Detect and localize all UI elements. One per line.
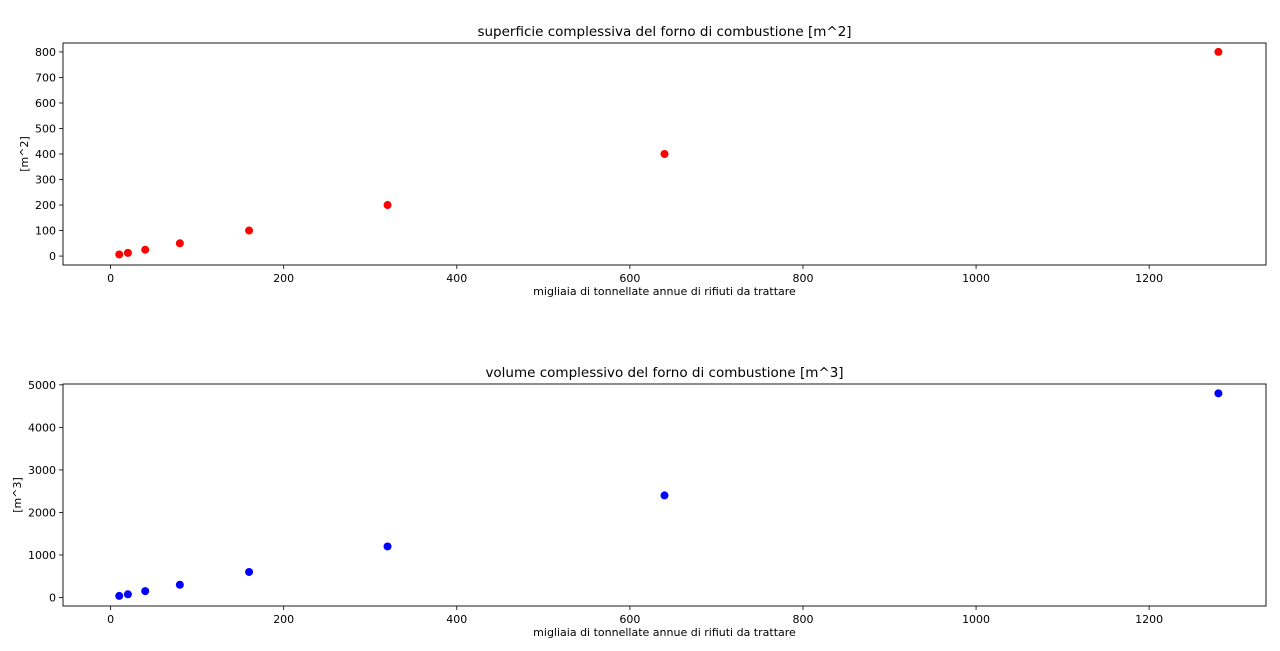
x-tick-label: 1200 <box>1135 613 1163 626</box>
data-point <box>245 567 254 576</box>
x-tick-label: 200 <box>273 272 294 285</box>
x-tick-label: 1000 <box>962 272 990 285</box>
data-point <box>123 590 132 599</box>
y-tick-label: 5000 <box>28 379 56 392</box>
x-tick-label: 600 <box>619 272 640 285</box>
y-tick-label: 1000 <box>28 549 56 562</box>
data-point <box>245 226 254 235</box>
y-tick-label: 2000 <box>28 506 56 519</box>
x-tick-label: 1000 <box>962 613 990 626</box>
y-tick-label: 0 <box>49 250 56 263</box>
data-point <box>175 239 184 248</box>
data-point <box>383 201 392 210</box>
data-point <box>141 245 150 254</box>
y-axis-label: [m^2] <box>18 136 31 172</box>
y-axis-label: [m^3] <box>11 477 24 513</box>
data-point <box>175 580 184 589</box>
chart-volume: volume complessivo del forno di combusti… <box>11 365 1267 639</box>
plot-frame <box>62 42 1267 266</box>
y-tick-label: 3000 <box>28 464 56 477</box>
x-tick-label: 400 <box>446 613 467 626</box>
data-point <box>141 587 150 596</box>
y-tick-label: 700 <box>35 71 56 84</box>
data-point <box>1214 389 1223 398</box>
y-tick-label: 400 <box>35 148 56 161</box>
y-tick-label: 500 <box>35 122 56 135</box>
y-tick-label: 4000 <box>28 421 56 434</box>
x-tick-label: 400 <box>446 272 467 285</box>
x-axis-label: migliaia di tonnellate annue di rifiuti … <box>533 285 796 298</box>
y-tick-label: 200 <box>35 199 56 212</box>
chart-title: volume complessivo del forno di combusti… <box>485 365 843 381</box>
data-point <box>115 250 124 259</box>
x-tick-label: 600 <box>619 613 640 626</box>
y-tick-label: 600 <box>35 97 56 110</box>
x-tick-label: 0 <box>107 272 114 285</box>
data-point <box>115 591 124 600</box>
data-point <box>1214 47 1223 56</box>
x-tick-label: 200 <box>273 613 294 626</box>
x-tick-label: 1200 <box>1135 272 1163 285</box>
data-point <box>660 491 669 500</box>
data-point <box>660 150 669 158</box>
x-tick-label: 0 <box>107 613 114 626</box>
x-axis-label: migliaia di tonnellate annue di rifiuti … <box>533 626 796 639</box>
data-point <box>383 542 392 551</box>
data-point <box>123 248 132 257</box>
y-tick-label: 100 <box>35 225 56 238</box>
x-tick-label: 800 <box>792 272 813 285</box>
x-tick-label: 800 <box>792 613 813 626</box>
y-tick-label: 800 <box>35 46 56 59</box>
chart-title: superficie complessiva del forno di comb… <box>477 24 851 40</box>
y-tick-label: 300 <box>35 174 56 187</box>
y-tick-label: 0 <box>49 591 56 604</box>
chart-surface: superficie complessiva del forno di comb… <box>18 24 1267 298</box>
plot-frame <box>62 383 1267 607</box>
